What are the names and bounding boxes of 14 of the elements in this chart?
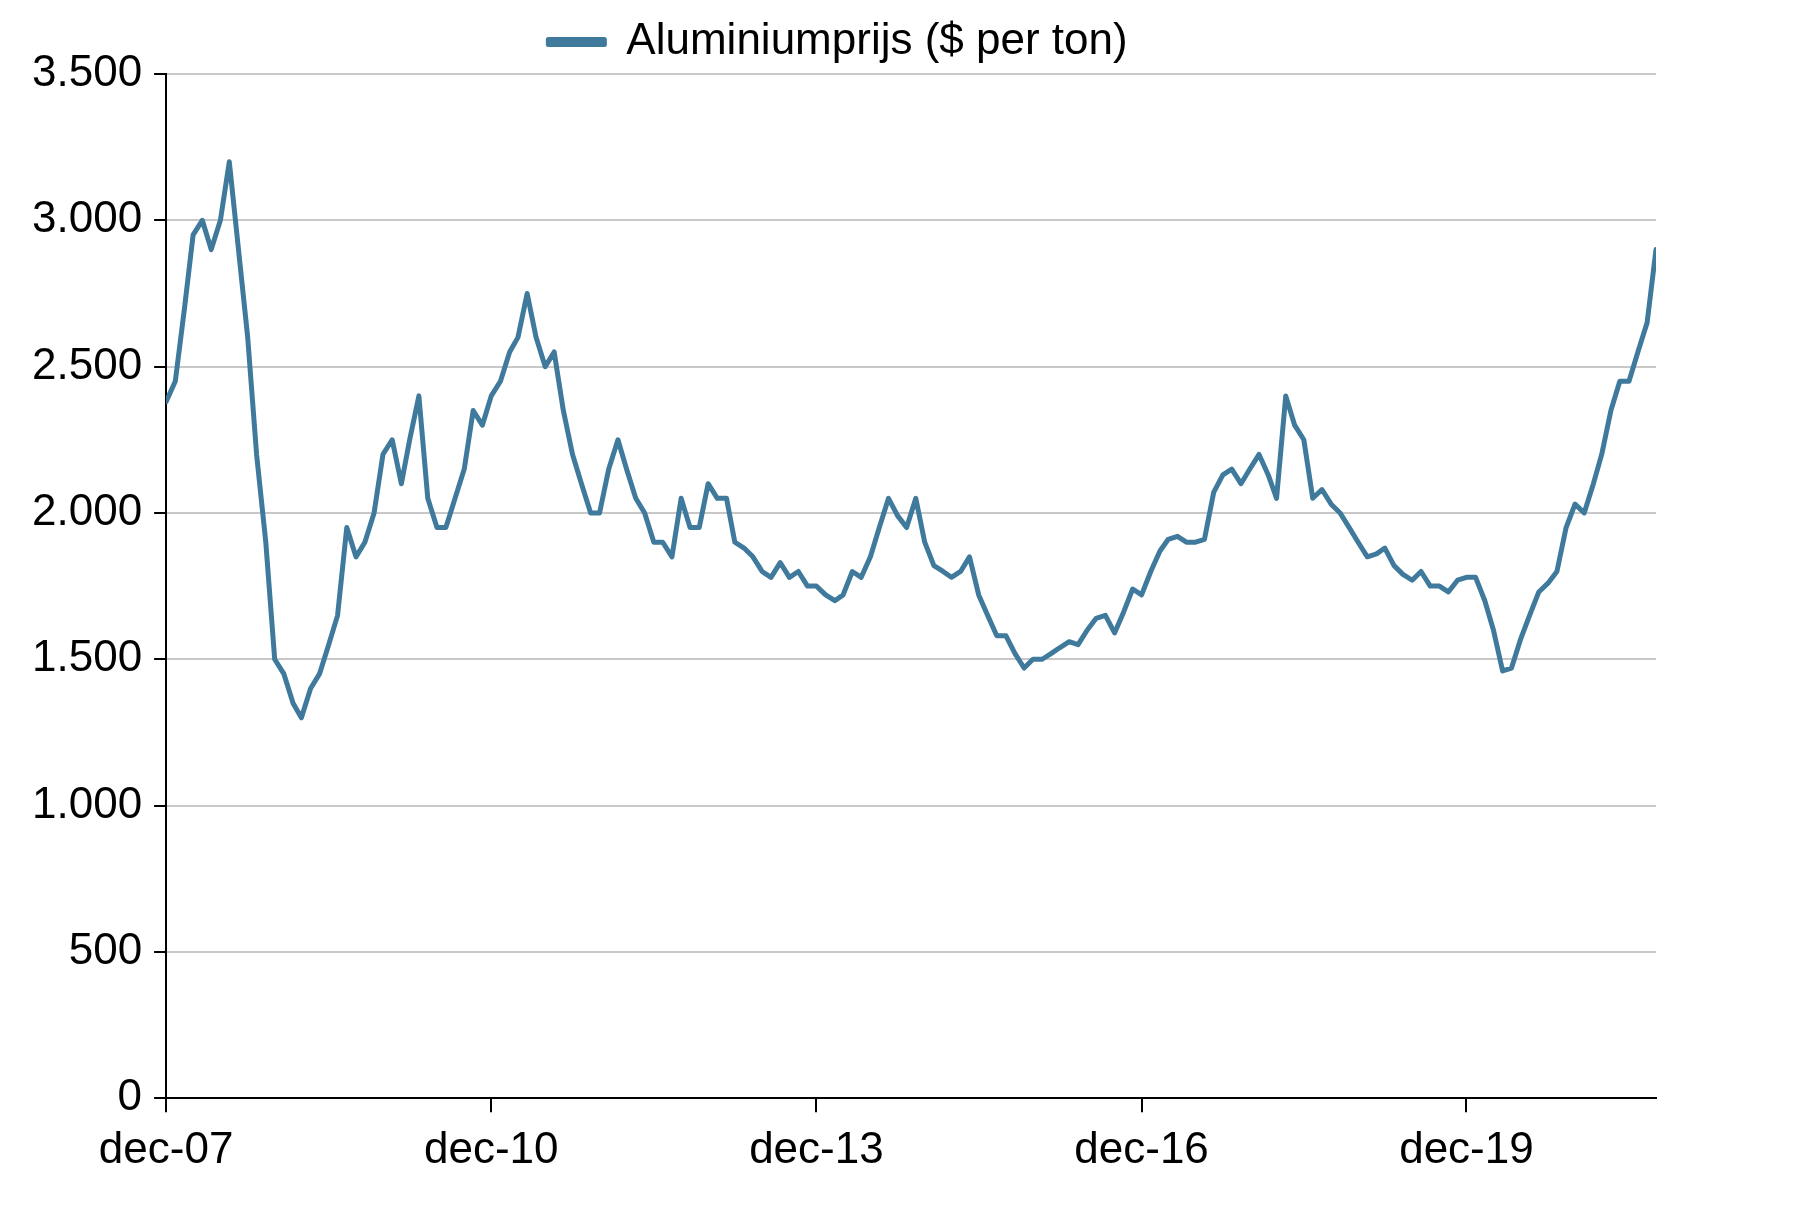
y-tick-label: 500 [68,924,143,974]
y-tick-label: 2.500 [32,338,143,388]
x-tick-label: dec-13 [749,1122,884,1172]
x-tick-label: dec-19 [1399,1122,1534,1172]
legend-label: Aluminiumprijs ($ per ton) [626,14,1128,64]
y-tick-label: 3.000 [32,192,143,242]
y-tick-label: 1.000 [32,777,143,827]
y-tick-label: 1.500 [32,631,143,681]
x-tick-label: dec-07 [98,1122,234,1172]
x-tick-label: dec-10 [423,1122,559,1172]
y-tick-label: 2.000 [32,485,143,535]
y-tick-label: 3.500 [32,46,143,96]
y-tick-label: 0 [117,1070,143,1120]
x-tick-label: dec-16 [1074,1122,1209,1172]
